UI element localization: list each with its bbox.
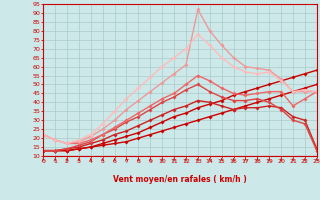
X-axis label: Vent moyen/en rafales ( km/h ): Vent moyen/en rafales ( km/h ) bbox=[113, 175, 247, 184]
